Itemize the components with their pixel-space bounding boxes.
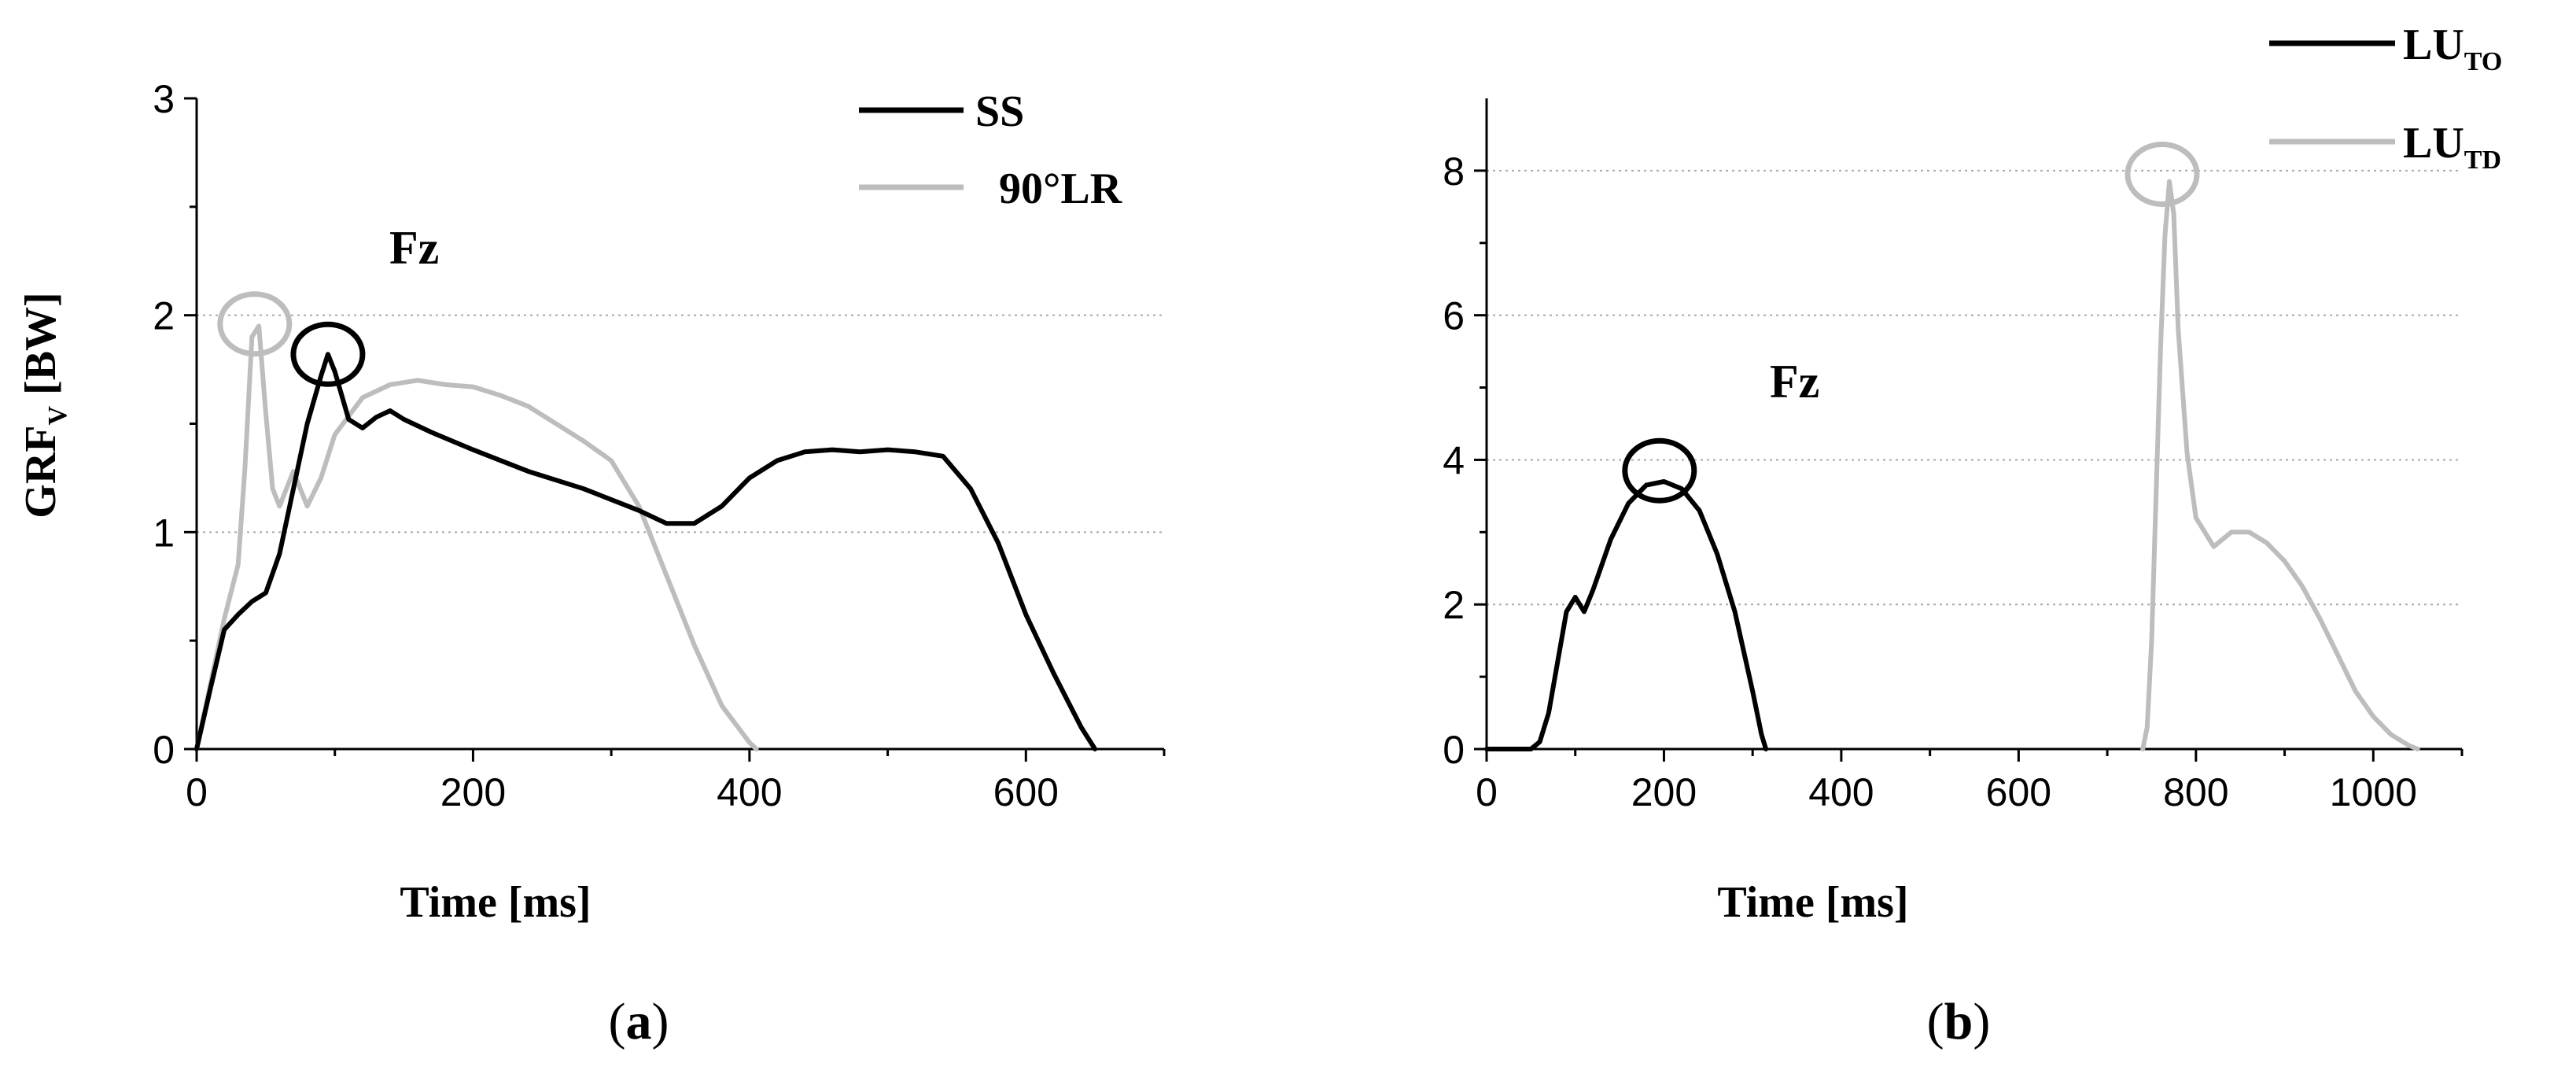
caption-a-close: ) (652, 993, 669, 1050)
y-tick-label-4: 4 (1443, 438, 1465, 482)
x-tick-label-200: 200 (440, 770, 506, 814)
x-tick-label-0: 0 (1476, 770, 1498, 814)
legend-label-lu-to-main: LU (2403, 20, 2464, 69)
y-tick-label-1: 1 (153, 511, 175, 555)
x-axis-title-a: Time [ms] (400, 878, 591, 927)
legend-label-lu-td-main: LU (2403, 119, 2464, 168)
chart-panel-a: 0 200 400 600 0 1 2 3 GRFV [BW] Time [ms] Fz SS… (17, 77, 1166, 1050)
series-b (1484, 179, 2420, 751)
x-axis-title-b: Time [ms] (1717, 878, 1908, 927)
x-tick-label-600: 600 (993, 770, 1059, 814)
y-tick-label-2: 2 (1443, 583, 1465, 627)
caption-a: (a) (609, 993, 669, 1050)
annotation-fz-b: Fz (1770, 356, 1819, 408)
legend-label-lu-td: LUTD (2403, 119, 2501, 175)
y-axis-title-a: GRFV [BW] (17, 292, 72, 518)
peak-marker-circle (290, 321, 366, 387)
x-tick-label-400: 400 (717, 770, 782, 814)
annotation-fz-a: Fz (389, 222, 439, 274)
x-tick-label-200: 200 (1631, 770, 1697, 814)
axes-b (1485, 98, 2462, 751)
y-tick-label-8: 8 (1443, 149, 1465, 194)
y-tick-label-0: 0 (153, 728, 175, 772)
caption-a-open: ( (609, 993, 626, 1050)
x-tick-label-800: 800 (2163, 770, 2228, 814)
series-a (194, 323, 1098, 751)
y-tick-label-2: 2 (153, 294, 175, 338)
peak-marker-circle (1622, 437, 1697, 504)
legend-a: SS 90°LR (859, 87, 1122, 213)
legend-b: LUTO LUTD (2269, 20, 2502, 175)
peak-marker-circle (2125, 141, 2200, 207)
y-tick-label-6: 6 (1443, 294, 1465, 338)
caption-b: (b) (1927, 993, 1991, 1050)
y-axis-title-sub: V (43, 406, 72, 426)
series-line-90-lr (194, 323, 759, 751)
caption-a-letter: a (626, 993, 652, 1050)
x-tick-label-400: 400 (1808, 770, 1874, 814)
y-tick-label-3: 3 (153, 77, 175, 121)
gridlines-a (197, 314, 1164, 533)
legend-label-lu-td-sub: TD (2464, 146, 2501, 175)
x-tick-label-600: 600 (1986, 770, 2051, 814)
ticks-b: 0 200 400 600 800 1000 0 2 4 6 8 (1443, 149, 2464, 814)
series-line-lu-td (2140, 179, 2420, 751)
y-axis-title-main: GRF (17, 426, 65, 519)
legend-label-ss: SS (975, 87, 1024, 136)
gridlines-b (1487, 169, 2462, 606)
series-line-ss (194, 352, 1098, 751)
y-axis-title-unit: [BW] (17, 292, 65, 406)
ticks-a: 0 200 400 600 0 1 2 3 (153, 77, 1166, 814)
series-line-lu-to (1484, 479, 1769, 751)
peak-marker-circle (217, 291, 293, 357)
legend-label-90lr: 90°LR (999, 164, 1122, 213)
peak-markers-b (1622, 141, 2200, 504)
legend-label-lu-to-sub: TO (2464, 47, 2503, 76)
y-tick-label-0: 0 (1443, 728, 1465, 772)
x-tick-label-1000: 1000 (2330, 770, 2417, 814)
caption-b-letter: b (1944, 993, 1973, 1050)
caption-b-open: ( (1927, 993, 1944, 1050)
caption-b-close: ) (1973, 993, 1990, 1050)
x-tick-label-0: 0 (186, 770, 208, 814)
peak-markers-a (217, 291, 366, 387)
legend-label-lu-to: LUTO (2403, 20, 2502, 76)
